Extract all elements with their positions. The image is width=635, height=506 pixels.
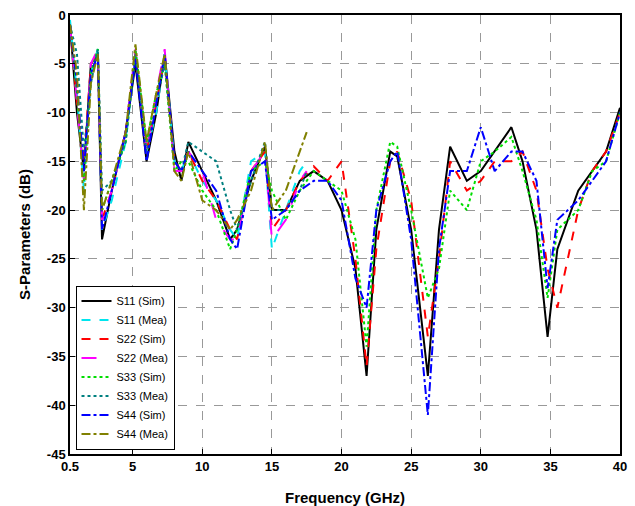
svg-text:S11 (Mea): S11 (Mea) [117, 314, 168, 326]
svg-text:S44 (Sim): S44 (Sim) [117, 409, 166, 421]
svg-text:-25: -25 [47, 251, 66, 266]
svg-text:15: 15 [265, 459, 279, 474]
svg-text:S33 (Mea): S33 (Mea) [117, 390, 168, 402]
svg-text:-5: -5 [54, 56, 66, 71]
svg-text:-30: -30 [47, 300, 66, 315]
svg-text:S22 (Sim): S22 (Sim) [117, 333, 166, 345]
svg-text:-15: -15 [47, 154, 66, 169]
svg-text:-20: -20 [47, 203, 66, 218]
svg-text:10: 10 [195, 459, 209, 474]
svg-text:0: 0 [58, 8, 65, 23]
svg-text:S-Parameters (dB): S-Parameters (dB) [16, 169, 33, 300]
svg-text:S33 (Sim): S33 (Sim) [117, 371, 166, 383]
svg-text:S11 (Sim): S11 (Sim) [117, 295, 165, 307]
svg-text:40: 40 [613, 459, 627, 474]
svg-text:-35: -35 [47, 349, 66, 364]
svg-text:S44 (Mea): S44 (Mea) [117, 428, 168, 440]
svg-text:30: 30 [474, 459, 488, 474]
svg-text:25: 25 [404, 459, 418, 474]
svg-text:0.5: 0.5 [61, 459, 79, 474]
svg-text:Frequency (GHz): Frequency (GHz) [285, 489, 405, 506]
svg-text:35: 35 [543, 459, 557, 474]
svg-text:-10: -10 [47, 105, 66, 120]
svg-text:-40: -40 [47, 398, 66, 413]
svg-text:5: 5 [129, 459, 136, 474]
svg-text:-45: -45 [47, 447, 66, 462]
svg-text:S22 (Mea): S22 (Mea) [117, 352, 168, 364]
svg-text:20: 20 [334, 459, 348, 474]
